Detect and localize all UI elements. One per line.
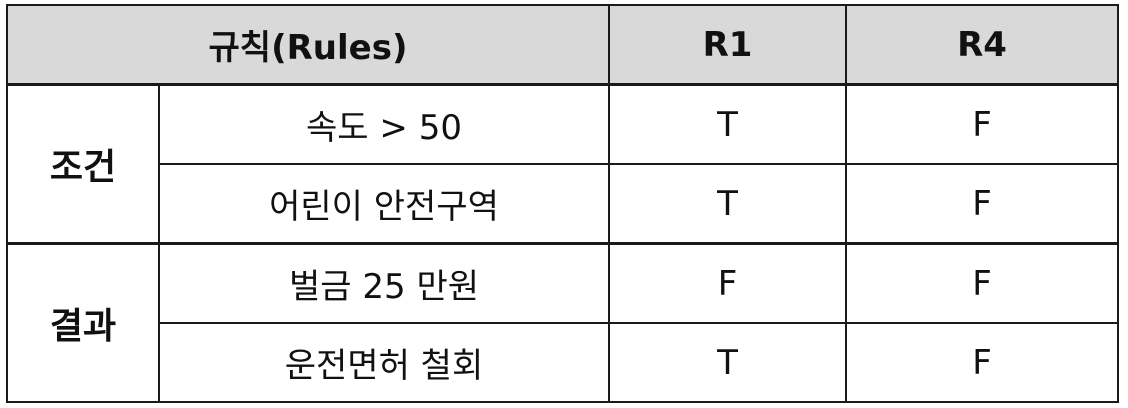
- column-header-r1: R1: [608, 4, 848, 86]
- rules-header: 규칙(Rules): [5, 4, 611, 86]
- row-label: 속도 > 50: [157, 83, 611, 165]
- cell-r4: F: [845, 83, 1120, 165]
- cell-r4: F: [845, 242, 1120, 324]
- table-row: 조건 속도 > 50 T F: [6, 83, 1120, 245]
- cell-r1: T: [608, 83, 848, 165]
- header-row: 규칙(Rules) R1 R4: [5, 4, 1120, 86]
- cell-r1: F: [608, 242, 848, 324]
- row-label: 운전면허 철회: [157, 322, 611, 403]
- cell-r4: F: [845, 163, 1120, 245]
- table-row: 운전면허 철회 T F: [7, 322, 1120, 403]
- column-header-r4: R4: [845, 4, 1120, 86]
- row-label: 어린이 안전구역: [157, 163, 611, 245]
- group-label-conditions: 조건: [6, 83, 160, 245]
- cell-r1: T: [608, 163, 848, 245]
- cell-r4: F: [845, 322, 1120, 403]
- decision-table: 규칙(Rules) R1 R4 조건 속도 > 50 T F 어린이 안전구역 …: [5, 4, 1120, 403]
- row-label: 벌금 25 만원: [157, 242, 611, 324]
- table-row: 어린이 안전구역 T F: [7, 163, 1120, 245]
- table-row: 결과 벌금 25 만원 F F: [6, 242, 1120, 403]
- group-label-results: 결과: [6, 242, 160, 403]
- cell-r1: T: [608, 322, 848, 403]
